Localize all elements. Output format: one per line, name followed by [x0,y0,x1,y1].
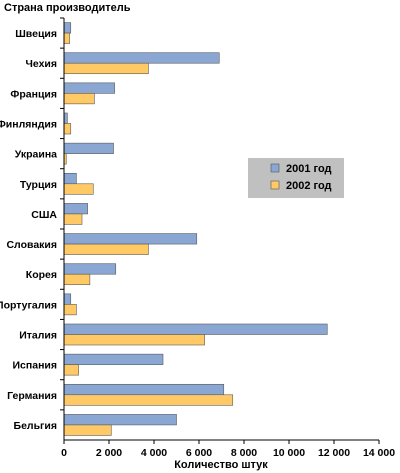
legend-label-2001: 2001 год [286,163,332,175]
legend: 2001 год 2002 год [248,158,344,198]
category-label: Португалия [0,299,57,311]
bar-1-1 [63,22,72,34]
bar-1-6 [63,172,77,185]
bar-2-1 [63,32,70,44]
bar-2-8 [63,243,149,255]
bar-2-10 [63,304,77,316]
bar-1-10 [63,293,72,305]
bar-2-13 [63,394,234,406]
legend-swatch-2001 [270,163,280,173]
bar-2-11 [63,334,205,346]
x-tick-label: 10 000 [273,447,305,459]
category-label: Испания [13,360,58,372]
bar-2-14 [63,424,112,436]
category-label: Бельгия [14,420,57,432]
x-axis-title: Количество штук [174,459,268,471]
x-tick-label: 4 000 [141,447,167,459]
category-label: Турция [20,179,57,191]
category-label: Италия [19,330,57,342]
bar-1-7 [63,203,88,215]
category-label: Франция [10,88,57,100]
category-labels: Швеция Чехия Франция Финляндия Украина Турция… [0,17,64,432]
category-label: Германия [7,390,57,402]
category-label: Чехия [26,58,58,70]
bar-2-3 [63,93,95,105]
y-axis-title: Страна производитель [4,2,131,14]
bar-2-9 [63,273,91,286]
bar-1-2 [63,52,220,64]
x-tick-label: 0 [61,447,67,459]
category-label: Корея [26,269,57,281]
bars-group [63,22,328,436]
bar-2-7 [63,213,83,225]
bar-1-12 [63,353,164,365]
bar-1-9 [63,263,117,275]
bar-1-3 [63,82,115,94]
bar-2-6 [63,183,94,195]
x-tick-label: 2 000 [96,447,122,459]
bar-1-13 [63,383,225,396]
x-tick-label: 12 000 [318,447,350,459]
category-label: Финляндия [0,119,57,131]
legend-label-2002: 2002 год [286,180,332,192]
x-tick-label: 8 000 [231,447,257,459]
bar-1-14 [63,414,177,426]
bar-1-8 [63,233,198,245]
x-tick-label: 6 000 [186,447,212,459]
legend-swatch-2002 [270,180,280,190]
x-axis-ticks: 0 2 000 4 000 6 000 8 000 10 000 12 000 14 000 [61,440,395,459]
bar-2-4 [63,123,72,135]
category-label: Украина [15,149,57,161]
legend-box [248,158,344,198]
category-label: США [31,209,57,221]
x-tick-label: 14 000 [363,447,395,459]
category-label: Швеция [15,28,57,40]
bar-1-4 [63,112,68,124]
bar-2-2 [63,62,149,75]
bar-1-11 [63,323,328,335]
category-label: Словакия [6,239,57,251]
bar-1-5 [63,142,114,154]
bar-2-12 [63,364,79,376]
